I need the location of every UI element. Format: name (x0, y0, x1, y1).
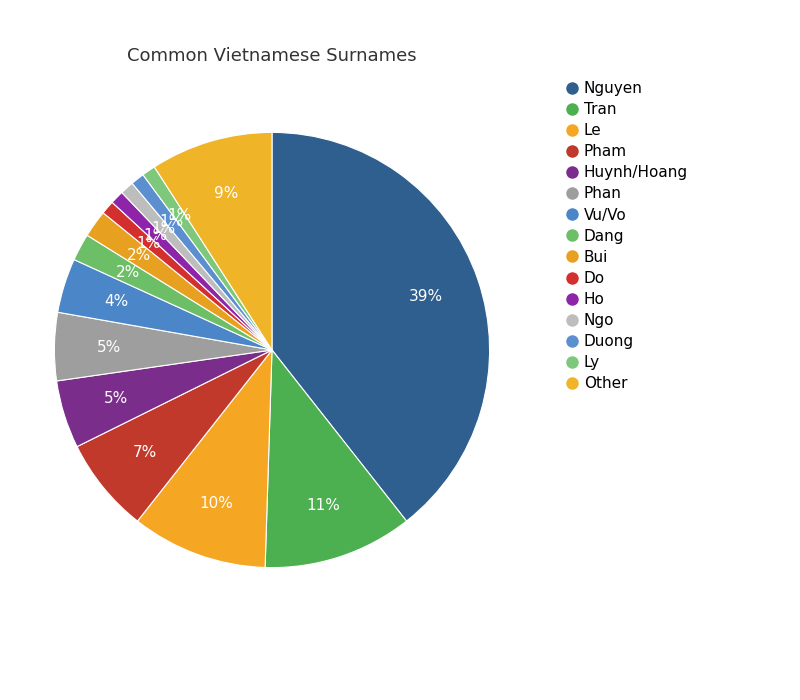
Wedge shape (154, 132, 272, 350)
Wedge shape (57, 350, 272, 447)
Wedge shape (77, 350, 272, 521)
Wedge shape (272, 132, 490, 521)
Text: 1%: 1% (167, 208, 191, 223)
Wedge shape (143, 167, 272, 350)
Text: 39%: 39% (409, 289, 443, 304)
Text: 1%: 1% (159, 214, 183, 229)
Wedge shape (112, 193, 272, 350)
Text: 7%: 7% (134, 445, 158, 461)
Text: 2%: 2% (127, 248, 151, 262)
Wedge shape (265, 350, 406, 568)
Text: 11%: 11% (306, 498, 340, 512)
Text: 1%: 1% (143, 228, 168, 243)
Text: 5%: 5% (104, 391, 128, 406)
Legend: Nguyen, Tran, Le, Pham, Huynh/Hoang, Phan, Vu/Vo, Dang, Bui, Do, Ho, Ngo, Duong,: Nguyen, Tran, Le, Pham, Huynh/Hoang, Pha… (562, 75, 694, 398)
Text: 9%: 9% (214, 186, 238, 201)
Text: 4%: 4% (104, 294, 128, 309)
Wedge shape (54, 312, 272, 381)
Title: Common Vietnamese Surnames: Common Vietnamese Surnames (127, 48, 417, 65)
Text: 10%: 10% (199, 496, 233, 511)
Wedge shape (103, 202, 272, 350)
Wedge shape (87, 213, 272, 350)
Text: 5%: 5% (97, 340, 121, 355)
Wedge shape (132, 175, 272, 350)
Wedge shape (122, 183, 272, 350)
Text: 1%: 1% (151, 221, 175, 236)
Text: 1%: 1% (137, 236, 161, 251)
Wedge shape (58, 260, 272, 350)
Wedge shape (74, 235, 272, 350)
Text: 2%: 2% (116, 265, 140, 281)
Wedge shape (138, 350, 272, 568)
